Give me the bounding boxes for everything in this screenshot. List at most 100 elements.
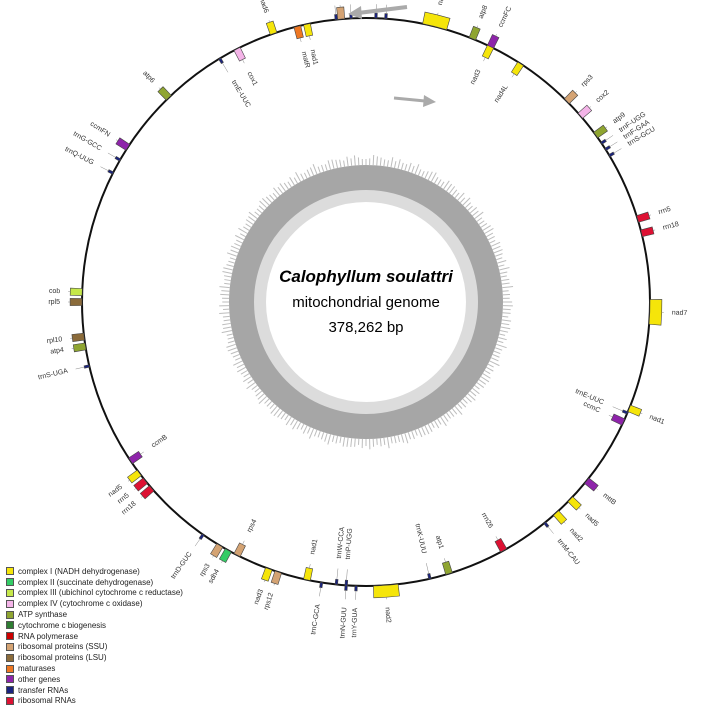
gene-rrn26: rrn26 <box>480 512 507 552</box>
gene-block <box>469 26 480 40</box>
gene-ccmc: ccmC <box>582 401 625 426</box>
species-name: Calophyllum soulattri <box>279 267 454 286</box>
gene-label: nad6 <box>258 0 270 14</box>
gene-nad4l: nad4L <box>493 62 523 104</box>
gene-leader-line <box>76 367 85 369</box>
gene-block <box>442 561 452 574</box>
legend-item: transfer RNAs <box>6 685 183 696</box>
gene-leader-line <box>300 38 301 42</box>
legend-label: complex IV (cytochrome c oxidase) <box>18 599 143 608</box>
gene-label: trnY-GUA <box>351 607 359 637</box>
gene-leader-line <box>269 20 270 22</box>
legend-swatch <box>6 643 14 651</box>
gene-trns-gga: trnS-GGA <box>327 0 338 20</box>
gene-leader-line <box>653 230 655 231</box>
legend-swatch <box>6 665 14 673</box>
legend-item: complex IV (cytochrome c oxidase) <box>6 598 183 609</box>
gene-label: rps3 <box>580 74 595 89</box>
legend-label: complex III (ubichinol cytochrome c redu… <box>18 588 183 597</box>
legend-label: other genes <box>18 675 60 684</box>
gene-label: trnP-UGG <box>345 528 354 560</box>
genome-type-label: mitochondrial genome <box>292 294 440 311</box>
gene-leader-line <box>222 63 228 72</box>
gene-cob: cob <box>49 288 83 296</box>
gene-leader-line <box>222 561 223 563</box>
gene-block <box>234 543 245 557</box>
gene-leader-line <box>116 140 118 141</box>
clockwise-arrow-icon <box>394 98 425 101</box>
gene-atp8: atp8 <box>469 4 489 40</box>
gene-label: atp1 <box>434 535 445 550</box>
gene-block <box>335 579 338 584</box>
gene-leader-line <box>609 415 613 417</box>
gene-label: nad4 <box>437 0 448 6</box>
gene-block <box>649 299 662 325</box>
gene-leader-line <box>438 13 439 15</box>
gene-leader-line <box>264 580 265 582</box>
gene-rpl5: rpl5 <box>48 298 82 305</box>
gene-label: ccmB <box>150 434 169 450</box>
legend-item: complex II (succinate dehydrogenase) <box>6 577 183 588</box>
gene-trnc-gca: trnC-GCA <box>310 582 323 635</box>
gene-atp1: atp1 <box>434 535 453 575</box>
gene-block <box>320 582 323 587</box>
gene-block <box>72 333 85 341</box>
gene-block <box>271 571 281 585</box>
legend-label: cytochrome c biogenesis <box>18 621 106 630</box>
gene-block <box>345 585 348 590</box>
legend-label: ribosomal proteins (LSU) <box>18 653 106 662</box>
gene-trne-uuc: trnE-UUC <box>574 388 628 414</box>
gene-block <box>605 146 611 151</box>
gene-leader-line <box>347 569 348 580</box>
legend-item: ribosomal proteins (SSU) <box>6 642 183 653</box>
legend-item: other genes <box>6 674 183 685</box>
gene-label: nad1 <box>648 414 665 426</box>
gene-label: cox1 <box>245 71 258 87</box>
legend-item: RNA polymerase <box>6 631 183 642</box>
gene-label: trnN-GUU <box>339 607 348 639</box>
legend-swatch <box>6 578 14 586</box>
gene-rpl10: rpl10 <box>46 333 84 345</box>
gene-leader-line <box>649 215 651 216</box>
gene-leader-line <box>610 142 618 147</box>
gene-label: nad2 <box>568 527 584 543</box>
gene-ccmb: ccmB <box>129 434 169 464</box>
gene-rrn18: rrn18 <box>641 221 680 237</box>
gene-label: atp8 <box>478 4 490 19</box>
gene-label: trnQ-UUG <box>64 146 95 167</box>
gene-label: nad5 <box>583 512 599 528</box>
gene-label: trnC-GCA <box>310 603 322 635</box>
gene-atp6: atp6 <box>141 70 171 100</box>
gene-block <box>373 584 399 598</box>
legend-swatch <box>6 675 14 683</box>
gene-label: trnK-UUU <box>413 523 427 554</box>
gene-block <box>304 567 313 580</box>
gene-trnk-uuu: trnK-UUU <box>413 523 431 579</box>
gene-leader-line <box>345 590 346 599</box>
legend-item: ribosomal RNAs <box>6 696 183 706</box>
genome-size-label: 378,262 bp <box>328 319 403 336</box>
gene-leader-line <box>128 480 130 481</box>
gene-label: trnM-CAU <box>556 538 581 567</box>
gene-nad2: nad2 <box>553 511 583 544</box>
gene-leader-line <box>309 564 310 568</box>
gene-nad3: nad3 <box>469 45 493 86</box>
gene-leader-line <box>309 36 310 40</box>
gene-block <box>115 156 121 161</box>
gene-label: trnG-GCC <box>72 131 103 153</box>
gene-leader-line <box>140 452 143 454</box>
gene-block <box>495 538 507 552</box>
gene-trnq-uug: trnQ-UUG <box>64 146 114 174</box>
gene-block <box>294 26 303 39</box>
gene-trnp-ugg: trnP-UGG <box>345 528 354 585</box>
gene-leader-line <box>159 88 160 90</box>
gene-leader-line <box>477 26 478 28</box>
gene-label: rrn5 <box>658 206 672 216</box>
legend-swatch <box>6 589 14 597</box>
gene-leader-line <box>606 135 613 140</box>
gene-block <box>345 580 348 585</box>
gene-block <box>266 21 277 35</box>
gene-leader-line <box>335 6 336 15</box>
gene-leader-line <box>242 541 244 545</box>
gene-label: nad3 <box>469 69 482 86</box>
